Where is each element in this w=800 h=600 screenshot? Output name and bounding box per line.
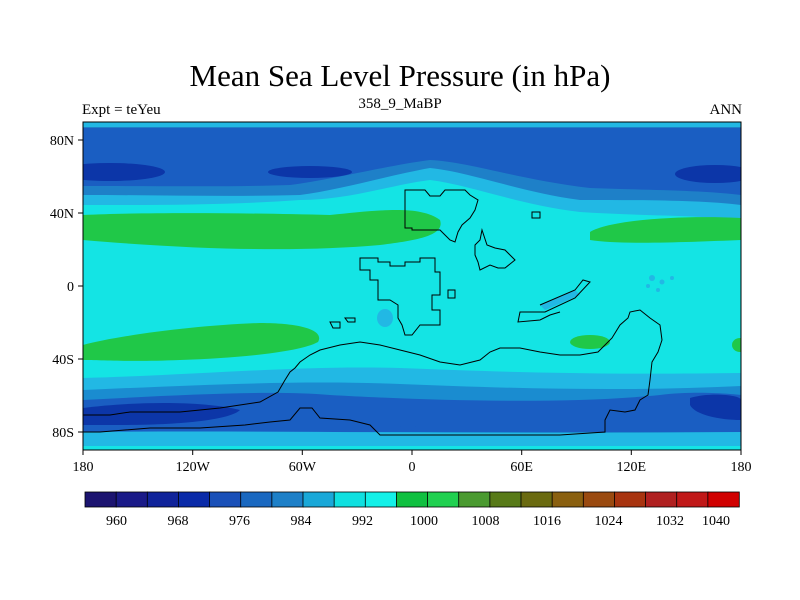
colorbar-swatch xyxy=(458,491,491,508)
colorbar-swatch xyxy=(707,491,740,508)
colorbar-swatch xyxy=(209,491,242,508)
south-low-west xyxy=(83,403,240,425)
colorbar-swatch xyxy=(427,491,460,508)
x-tick-label: 180 xyxy=(73,460,94,475)
axis-ticks xyxy=(78,139,742,455)
north-band-984 xyxy=(83,128,741,195)
colorbar-swatch xyxy=(614,491,647,508)
coast-small-island-4 xyxy=(531,211,541,219)
coast-small-island-1 xyxy=(447,289,456,299)
colorbar-label: 960 xyxy=(106,514,127,529)
x-tick-label: 180 xyxy=(731,460,752,475)
colorbar-label: 968 xyxy=(168,514,189,529)
colorbar-label: 976 xyxy=(229,514,250,529)
colorbar xyxy=(84,491,740,508)
map-title: Mean Sea Level Pressure (in hPa) xyxy=(189,58,611,93)
x-tick-label: 120E xyxy=(617,460,647,475)
colorbar-swatch xyxy=(551,491,584,508)
experiment-label: Expt = teYeu xyxy=(82,102,161,118)
colorbar-swatch xyxy=(178,491,211,508)
coast-small-island-2 xyxy=(344,317,356,323)
colorbar-label: 1008 xyxy=(472,514,500,529)
colorbar-swatch xyxy=(240,491,273,508)
colorbar-swatch xyxy=(115,491,148,508)
coast-north-landmass xyxy=(404,189,479,243)
low-dot-4 xyxy=(670,276,674,280)
low-dot-1 xyxy=(649,275,655,281)
colorbar-label: 992 xyxy=(352,514,373,529)
x-tick-label: 60E xyxy=(510,460,533,475)
season-label: ANN xyxy=(709,102,743,118)
x-tick-label: 60W xyxy=(289,460,317,475)
south-high-east xyxy=(732,338,741,352)
coastlines xyxy=(83,189,663,436)
colorbar-swatch xyxy=(645,491,678,508)
low-spot-1 xyxy=(377,309,393,327)
y-tick-label: 40N xyxy=(50,207,74,222)
coast-southern-continent xyxy=(83,309,663,436)
low-spot-2 xyxy=(400,418,416,430)
colorbar-swatch xyxy=(84,491,117,508)
low-streak-1 xyxy=(540,290,580,310)
y-tick-label: 80S xyxy=(52,426,74,441)
south-pole-band xyxy=(83,431,741,450)
colorbar-swatch xyxy=(676,491,709,508)
colorbar-label: 1024 xyxy=(595,514,623,529)
colorbar-label: 1032 xyxy=(656,514,684,529)
north-low-east xyxy=(675,165,741,183)
x-tick-label: 0 xyxy=(409,460,416,475)
coast-central-landmass xyxy=(359,257,441,336)
coast-east-landmass xyxy=(474,228,516,271)
colorbar-label: 1000 xyxy=(410,514,438,529)
south-low-east xyxy=(690,394,741,420)
south-high-center xyxy=(570,335,610,349)
north-low-west xyxy=(83,163,165,181)
colorbar-swatch xyxy=(582,491,616,508)
pressure-field xyxy=(83,122,741,450)
colorbar-label: 1016 xyxy=(533,514,561,529)
y-tick-label: 0 xyxy=(67,280,74,295)
colorbar-swatch xyxy=(302,491,335,508)
low-dot-3 xyxy=(646,284,650,288)
colorbar-label: 984 xyxy=(291,514,312,529)
y-tick-label: 40S xyxy=(52,353,74,368)
colorbar-label: 1040 xyxy=(702,514,730,529)
colorbar-swatch xyxy=(520,491,553,508)
coast-small-island-3 xyxy=(329,321,341,329)
colorbar-swatch xyxy=(271,491,304,508)
period-label: 358_9_MaBP xyxy=(358,96,442,112)
colorbar-swatch xyxy=(146,491,180,508)
x-tick-label: 120W xyxy=(176,460,211,475)
low-dot-2 xyxy=(659,279,665,285)
south-high-west xyxy=(83,323,320,361)
low-dot-5 xyxy=(656,288,660,292)
colorbar-swatch xyxy=(489,491,522,508)
colorbar-swatch xyxy=(364,491,398,508)
y-tick-label: 80N xyxy=(50,134,74,149)
north-low-center xyxy=(268,166,352,178)
south-pole-strip xyxy=(83,446,741,450)
colorbar-swatch xyxy=(333,491,366,508)
colorbar-swatch xyxy=(396,491,429,508)
north-pole-strip xyxy=(83,122,741,127)
south-band-984 xyxy=(83,392,741,432)
coast-east-archipelago xyxy=(517,279,591,323)
north-high-east xyxy=(590,217,741,243)
north-high-west xyxy=(83,210,441,250)
